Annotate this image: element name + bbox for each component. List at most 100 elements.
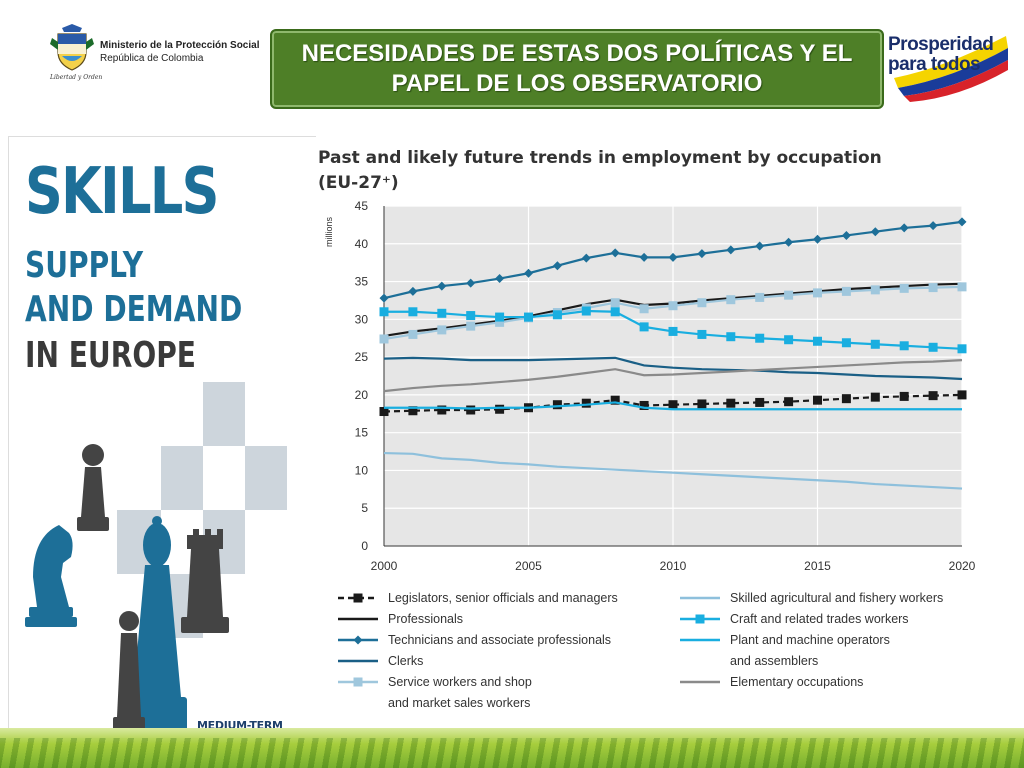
data-point [466,311,476,321]
y-tick-label: 5 [361,501,368,515]
data-point [928,342,938,352]
data-point [841,394,851,404]
legend-marker [695,614,705,624]
data-point [552,310,562,320]
data-point [870,227,880,237]
x-tick-label: 2015 [804,559,831,573]
chart-title: Past and likely future trends in employm… [318,146,988,196]
legend-label-line: and assemblers [730,654,819,668]
legend-item: Technicians and associate professionals [336,630,666,651]
data-point [437,281,447,291]
data-point [899,223,909,233]
data-point [581,306,591,316]
legend-label-line: Legislators, senior officials and manage… [388,591,618,605]
data-point [755,333,765,343]
ministry-name: Ministerio de la Protección Social [100,40,260,51]
data-point [957,217,967,227]
y-tick-label: 35 [355,275,369,289]
data-point [408,406,418,416]
employment-line-chart: 0 5 10 15 20 25 30 35 40 45 2000 2005 2010 2015 2020 mi… [324,199,976,573]
legend-symbol [338,617,378,621]
data-point [437,325,447,335]
legend-symbol [338,677,378,687]
cover-title-supply: SUPPLY [25,245,144,286]
data-point [379,407,389,417]
legend-label: Service workers and shop and market sales… [388,672,532,714]
data-point [524,312,533,322]
y-tick-label: 25 [355,350,369,364]
y-tick-label: 45 [355,199,369,213]
chart-legend: Legislators, senior officials and manage… [336,588,986,718]
data-point [495,317,505,327]
data-point [784,237,794,247]
legend-label-line: Professionals [388,612,464,626]
x-tick-label: 2000 [371,559,398,573]
data-point [697,329,707,339]
data-point [841,338,851,348]
data-point [495,274,505,284]
data-point [408,286,418,296]
legend-item: Plant and machine operators and assembler… [678,630,1008,672]
brand-word-prosperidad: Prosperidad [888,34,994,55]
series-line-7 [384,401,962,411]
y-tick-label: 15 [355,426,369,440]
legend-symbol [680,614,720,624]
data-point [639,400,649,410]
legend-symbol [338,659,378,663]
y-tick-label: 30 [355,312,369,326]
legend-label: Plant and machine operators and assembler… [730,630,890,672]
grass-footer [0,728,1024,768]
legend-label-line: Clerks [388,654,424,668]
data-point [899,283,909,293]
data-point [668,400,678,410]
series-line-0 [383,393,963,413]
data-point [899,391,909,401]
legend-symbol [338,593,378,603]
slide-title-line1: NECESIDADES DE ESTAS DOS POLÍTICAS Y EL [301,40,853,67]
chart-title-line1: Past and likely future trends in employm… [318,148,882,168]
chart-panel: Past and likely future trends in employm… [316,136,990,728]
x-tick-label: 2005 [515,559,542,573]
data-point [639,304,649,314]
data-point [755,292,765,302]
data-point [610,248,620,258]
data-point [610,395,620,405]
pawn-piece-icon [77,444,109,531]
data-point [841,286,851,296]
brand-word-para-todos: para todos [888,54,981,75]
data-point [726,245,736,255]
data-point [957,344,967,354]
legend-symbol [680,596,720,600]
legend-label: Elementary occupations [730,672,863,693]
slide-title-line2: PAPEL DE LOS OBSERVATORIO [391,70,763,97]
data-point [697,249,707,259]
legend-label-line: Service workers and shop [388,675,532,689]
y-tick-label: 20 [355,388,369,402]
legend-item: Clerks [336,651,666,672]
legend-item: Service workers and shop and market sales… [336,672,666,714]
data-point [784,335,794,345]
coat-of-arms-icon [50,24,94,71]
data-point [524,268,533,278]
slide-title: NECESIDADES DE ESTAS DOS POLÍTICAS Y EL … [270,29,884,109]
series-line-5 [383,451,963,490]
y-tick-label: 0 [361,539,368,553]
prosperidad-logo: Prosperidad para todos [884,28,1014,108]
data-point [668,301,678,311]
x-tick-label: 2010 [660,559,687,573]
data-point [552,400,562,410]
y-axis-label: millions [324,217,334,248]
data-point [437,405,447,415]
data-point [726,398,736,408]
knight-piece-icon [25,525,77,627]
legend-symbol [338,635,378,645]
y-tick-label: 40 [355,237,369,251]
data-point [726,295,736,305]
data-point [379,334,389,344]
legend-symbol [680,680,720,684]
data-point [813,395,822,405]
y-tick-label: 10 [355,463,369,477]
data-point [870,339,880,349]
data-point [928,283,938,293]
data-point [466,278,476,288]
